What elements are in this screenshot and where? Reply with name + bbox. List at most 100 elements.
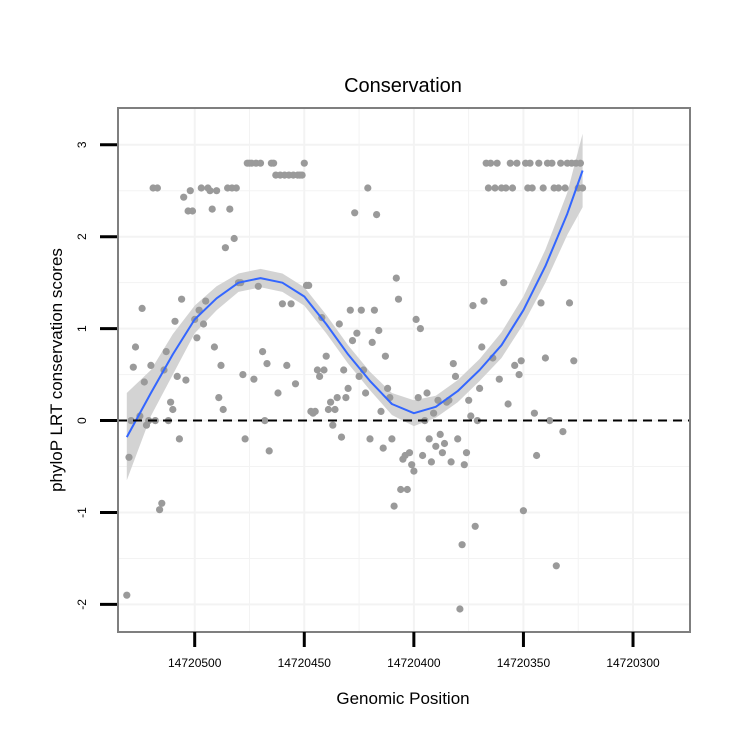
data-point — [375, 326, 383, 335]
data-point — [291, 380, 300, 388]
data-point — [167, 398, 175, 406]
data-point — [449, 360, 457, 368]
data-point — [570, 357, 578, 365]
data-point — [357, 306, 365, 314]
data-point — [513, 159, 521, 167]
data-point — [182, 376, 190, 384]
data-point — [180, 193, 188, 201]
chart-title: Conservation — [344, 75, 462, 97]
data-point — [517, 357, 525, 365]
data-point — [320, 366, 328, 374]
data-point — [232, 184, 240, 192]
data-point — [579, 184, 587, 192]
y-tick-label: -2 — [75, 599, 89, 610]
data-point — [423, 389, 431, 397]
data-point — [241, 435, 249, 443]
data-point — [506, 159, 514, 167]
x-tick-label: 14720400 — [387, 656, 441, 670]
data-point — [427, 458, 435, 466]
data-point — [576, 159, 585, 167]
data-point — [366, 435, 374, 443]
data-point — [283, 361, 291, 369]
data-point — [379, 444, 387, 452]
data-point — [342, 394, 350, 402]
data-point — [561, 184, 569, 192]
data-point — [322, 352, 330, 360]
data-point — [410, 467, 418, 475]
data-point — [287, 300, 295, 308]
data-points — [123, 159, 587, 613]
data-point — [565, 299, 574, 307]
data-point — [403, 485, 411, 494]
data-point — [327, 398, 335, 406]
data-point — [390, 502, 398, 510]
data-point — [256, 159, 265, 167]
data-point — [147, 361, 155, 369]
data-point — [173, 372, 181, 380]
data-point — [186, 187, 194, 195]
data-point — [261, 417, 269, 425]
data-point — [456, 605, 464, 613]
data-point — [546, 417, 554, 425]
data-point — [541, 354, 550, 362]
data-point — [557, 159, 565, 167]
data-point — [298, 171, 306, 179]
data-point — [438, 449, 446, 457]
data-point — [484, 184, 492, 192]
data-point — [535, 159, 543, 167]
data-point — [263, 360, 271, 368]
data-point — [458, 541, 466, 549]
data-point — [331, 405, 339, 414]
data-point — [329, 421, 337, 429]
data-point — [469, 302, 477, 310]
data-point — [351, 209, 359, 217]
data-point — [430, 409, 438, 417]
data-point — [270, 159, 278, 167]
data-point — [274, 389, 282, 397]
data-point — [239, 371, 247, 379]
data-point — [353, 329, 361, 337]
data-point — [140, 378, 148, 386]
data-point — [500, 279, 508, 287]
data-point — [313, 366, 321, 374]
data-point — [434, 396, 442, 404]
data-point — [408, 461, 416, 469]
x-axis: 14720500 14720450 14720400 14720350 14720300 — [168, 632, 660, 670]
data-point — [210, 343, 218, 351]
data-point — [278, 300, 286, 308]
panel-background — [118, 108, 690, 632]
data-point — [324, 405, 332, 414]
data-point — [364, 184, 372, 192]
data-point — [530, 409, 539, 417]
data-point — [226, 205, 234, 213]
data-point — [333, 394, 341, 402]
data-point — [473, 417, 481, 425]
data-point — [519, 507, 528, 515]
data-point — [219, 405, 227, 414]
data-point — [491, 184, 499, 192]
data-point — [465, 396, 473, 404]
data-point — [397, 485, 405, 494]
data-point — [206, 187, 214, 195]
x-axis-label: Genomic Position — [336, 689, 469, 708]
y-tick-label: -1 — [75, 507, 89, 518]
data-point — [548, 159, 556, 167]
data-point — [533, 451, 541, 460]
data-point — [215, 394, 223, 402]
data-point — [552, 562, 560, 570]
data-point — [221, 244, 229, 252]
data-point — [476, 384, 484, 392]
data-point — [335, 320, 343, 328]
data-point — [559, 428, 567, 436]
data-point — [381, 352, 389, 360]
data-point — [462, 449, 471, 457]
x-tick-label: 14720500 — [168, 656, 222, 670]
smooth-curve — [125, 170, 584, 438]
data-point — [158, 499, 166, 507]
data-point — [537, 299, 545, 307]
data-point — [175, 435, 183, 443]
data-point — [188, 207, 197, 215]
data-point — [362, 389, 370, 397]
data-point — [370, 306, 378, 314]
data-point — [412, 315, 420, 323]
